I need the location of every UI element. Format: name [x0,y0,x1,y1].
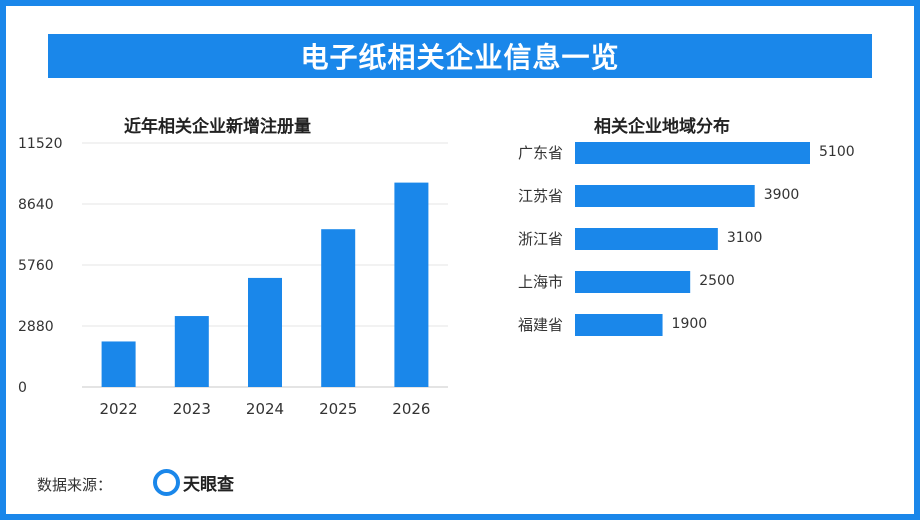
bar-2024 [248,277,282,387]
category-label: 浙江省 [518,230,563,248]
data-label: 5100 [819,144,855,160]
x-tick-label: 2024 [246,400,284,418]
bar-2022 [101,341,136,387]
source-label: 数据来源： [37,476,113,494]
chart-title-regions: 相关企业地域分布 [594,117,730,137]
chart-title-registrations: 近年相关企业新增注册量 [124,117,311,137]
source-name: 天眼查 [183,475,234,495]
tianyancha-logo-icon [153,469,180,496]
y-tick-label: 0 [18,380,27,396]
x-tick-label: 2022 [100,400,138,418]
bar-福建省 [575,314,663,336]
bar-上海市 [575,271,691,293]
data-label: 1900 [672,316,708,332]
bar-2025 [321,229,356,387]
x-tick-label: 2023 [173,400,211,418]
y-tick-label: 8640 [18,197,54,213]
data-label: 3900 [764,187,800,203]
y-tick-label: 11520 [18,136,63,152]
y-tick-label: 5760 [18,258,54,274]
bar-广东省 [575,142,810,164]
bar-2026 [394,182,429,387]
data-label: 3100 [727,230,763,246]
category-label: 上海市 [518,273,563,291]
x-tick-label: 2026 [392,400,430,418]
category-label: 广东省 [518,144,563,162]
bar-江苏省 [575,185,755,207]
category-label: 福建省 [518,316,563,334]
page-title: 电子纸相关企业信息一览 [48,34,872,78]
x-tick-label: 2025 [319,400,357,418]
bar-2023 [174,316,209,387]
y-tick-label: 2880 [18,319,54,335]
bar-浙江省 [575,228,718,250]
category-label: 江苏省 [518,187,563,205]
data-label: 2500 [699,273,735,289]
